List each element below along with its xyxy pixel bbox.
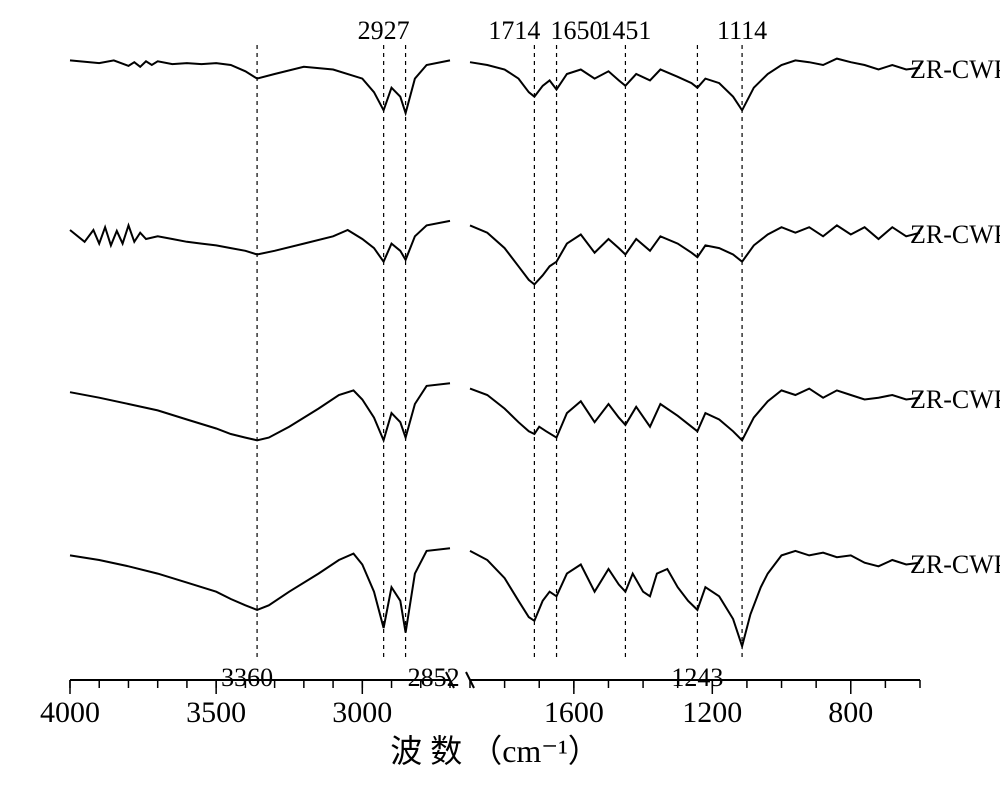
series-ZR-CWPU0 bbox=[70, 548, 920, 646]
chart-container: ZR-CWPU3 ZR-CWPU2 ZR-CWPU1 ZR-CWPU0 3360 2927… bbox=[0, 0, 1000, 792]
trace-right bbox=[470, 59, 920, 111]
tick-label-3000: 3000 bbox=[332, 696, 392, 729]
series-label-ZR-CWPU1: ZR-CWPU1 bbox=[910, 385, 1000, 414]
tick-label-3500: 3500 bbox=[186, 696, 246, 729]
x-axis: 4000 3500 3000 1600 1200 800 bbox=[40, 672, 920, 729]
tick-label-1200: 1200 bbox=[682, 696, 742, 729]
trace-left bbox=[70, 548, 450, 632]
peak-markers bbox=[257, 45, 742, 660]
tick-label-1600: 1600 bbox=[544, 696, 604, 729]
series-label-ZR-CWPU2: ZR-CWPU2 bbox=[910, 220, 1000, 249]
peak-label-1650: 1650 bbox=[551, 16, 603, 45]
series-label-ZR-CWPU3: ZR-CWPU3 bbox=[910, 55, 1000, 84]
peak-label-2852: 2852 bbox=[408, 663, 460, 692]
series-label-ZR-CWPU0: ZR-CWPU0 bbox=[910, 550, 1000, 579]
trace-right bbox=[470, 225, 920, 284]
peak-label-1451: 1451 bbox=[599, 16, 651, 45]
peak-label-1114: 1114 bbox=[717, 16, 767, 45]
x-axis-label: 波 数 （cm⁻¹） bbox=[390, 733, 600, 769]
series-ZR-CWPU2 bbox=[70, 221, 920, 285]
peak-label-1243: 1243 bbox=[671, 663, 723, 692]
peak-label-3360: 3360 bbox=[221, 663, 273, 692]
trace-left bbox=[70, 60, 450, 113]
trace-right bbox=[470, 551, 920, 646]
series-ZR-CWPU1 bbox=[70, 383, 920, 440]
spectra-chart: ZR-CWPU3 ZR-CWPU2 ZR-CWPU1 ZR-CWPU0 3360 2927… bbox=[0, 0, 1000, 792]
trace-left bbox=[70, 221, 450, 262]
series-ZR-CWPU3 bbox=[70, 59, 920, 114]
peak-label-1714: 1714 bbox=[488, 16, 540, 45]
trace-right bbox=[470, 389, 920, 441]
trace-left bbox=[70, 383, 450, 440]
peak-label-2927: 2927 bbox=[358, 16, 410, 45]
tick-label-4000: 4000 bbox=[40, 696, 100, 729]
tick-label-800: 800 bbox=[828, 696, 873, 729]
